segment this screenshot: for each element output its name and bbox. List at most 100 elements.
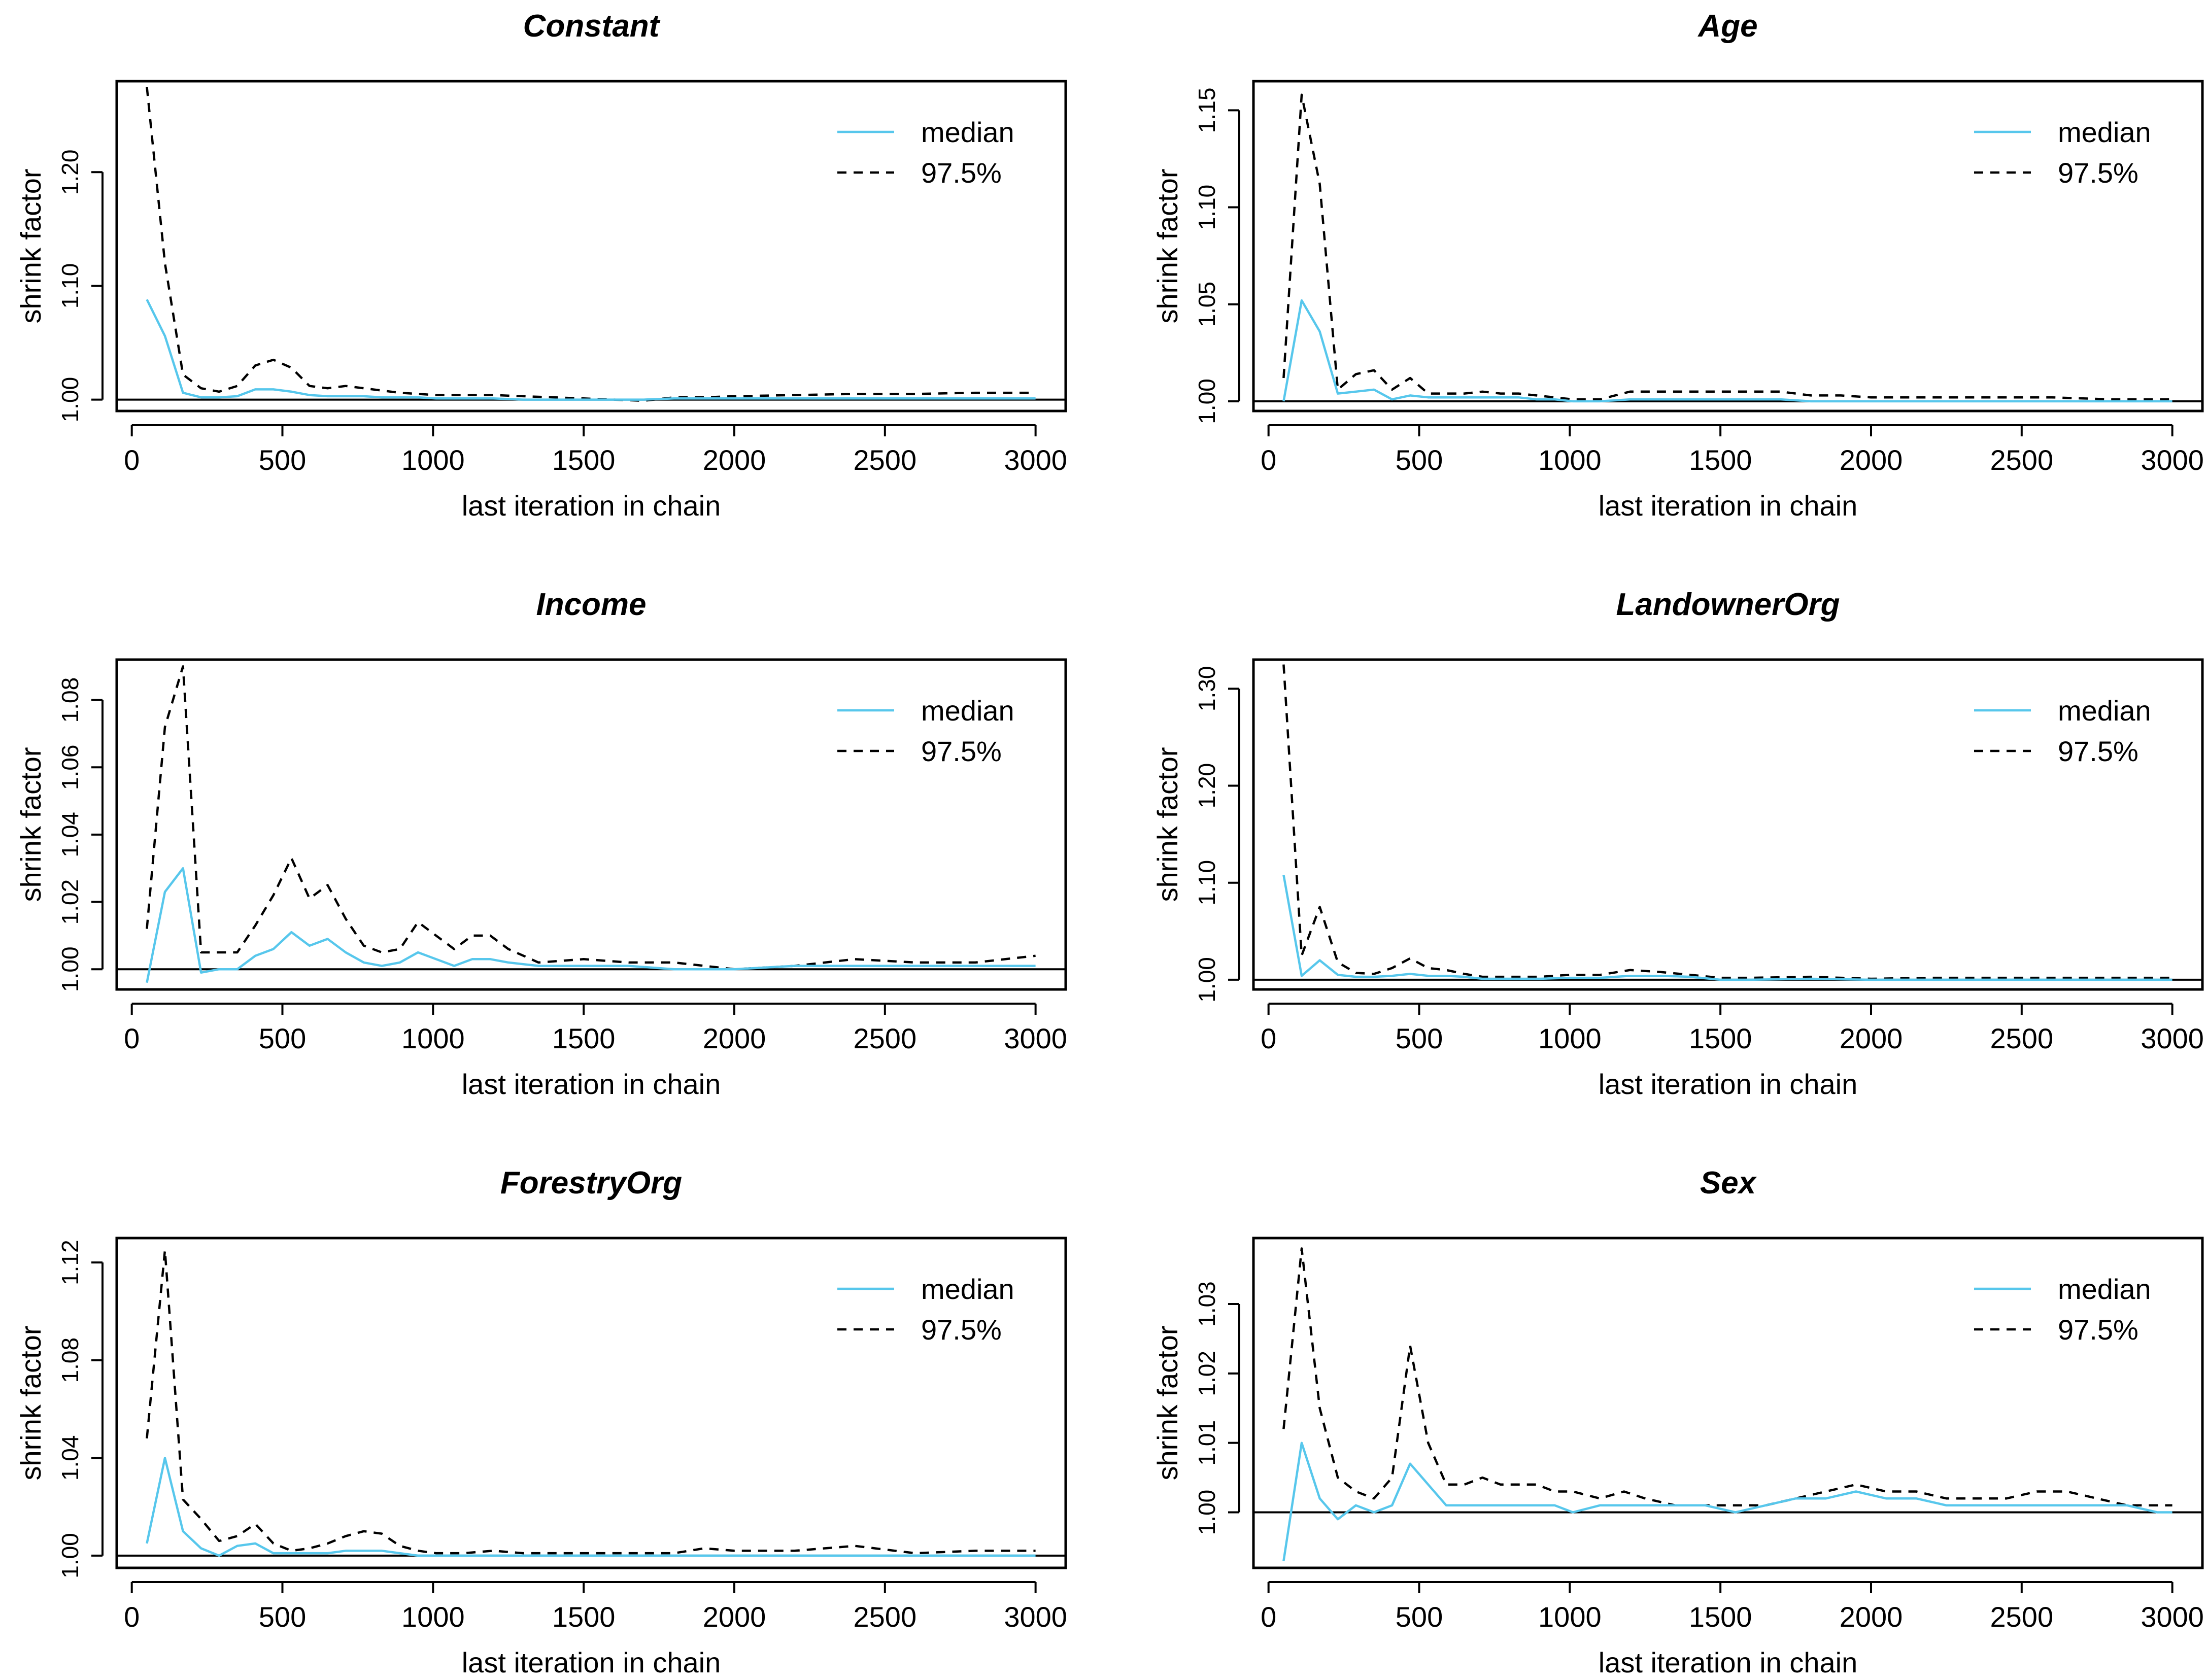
chart-panel-constant: Constant 0 500 1000 1500 2000 2500 3000 last ite… <box>15 9 1067 522</box>
y-tick-label: 1.30 <box>1194 666 1220 712</box>
y-axis-label: shrink factor <box>1151 1326 1183 1481</box>
x-tick-label: 0 <box>1261 444 1276 476</box>
x-tick-label: 2500 <box>854 1601 917 1633</box>
x-tick-label: 2000 <box>1840 444 1903 476</box>
y-axis-label: shrink factor <box>1151 747 1183 902</box>
plot-frame <box>1252 1237 2204 1569</box>
x-tick-label: 2000 <box>1840 1022 1903 1054</box>
x-tick-label: 3000 <box>2141 1022 2204 1054</box>
x-tick-label: 1000 <box>1538 444 1602 476</box>
legend-label-median: median <box>921 1273 1014 1305</box>
y-tick-label: 1.10 <box>57 263 83 309</box>
legend-label-q975: 97.5% <box>921 1314 1002 1346</box>
series-line-q975 <box>1282 93 2172 401</box>
legend-label-q975: 97.5% <box>921 157 1002 189</box>
x-tick-label: 2000 <box>703 1601 766 1633</box>
x-tick-label: 500 <box>1396 444 1443 476</box>
x-tick-label: 1500 <box>1689 444 1752 476</box>
y-tick-label: 1.03 <box>1194 1281 1220 1327</box>
chart-title: LandownerOrg <box>1616 587 1840 622</box>
series-line-q975 <box>1282 1247 2172 1507</box>
x-tick-label: 3000 <box>1004 1022 1067 1054</box>
chart-title: Constant <box>523 9 661 44</box>
series-line-median <box>1282 299 2172 403</box>
series-line-median <box>1282 1442 2172 1561</box>
x-tick-label: 500 <box>1396 1601 1443 1633</box>
x-tick-label: 1000 <box>1538 1601 1602 1633</box>
x-tick-label: 2500 <box>1990 1022 2054 1054</box>
series-line-median <box>146 1457 1036 1557</box>
series-line-q975 <box>1282 664 2172 980</box>
chart-panel-income: Income 0 500 1000 1500 2000 2500 3000 last itera… <box>15 587 1067 1100</box>
plot-frame <box>115 658 1067 991</box>
x-tick-label: 0 <box>124 1601 140 1633</box>
y-tick-label: 1.00 <box>57 377 83 423</box>
y-tick-label: 1.01 <box>1194 1420 1220 1466</box>
legend-label-q975: 97.5% <box>2058 735 2138 767</box>
x-tick-label: 0 <box>124 1022 140 1054</box>
legend: median 97.5% <box>1974 1273 2151 1346</box>
x-axis-label: last iteration in chain <box>462 1647 721 1678</box>
legend-label-median: median <box>2058 1273 2151 1305</box>
y-tick-label: 1.08 <box>57 677 83 723</box>
series-line-median <box>146 299 1036 401</box>
x-tick-label: 0 <box>1261 1022 1276 1054</box>
x-tick-label: 2500 <box>854 444 917 476</box>
x-tick-label: 1500 <box>1689 1022 1752 1054</box>
y-tick-label: 1.20 <box>57 150 83 195</box>
y-tick-label: 1.04 <box>57 1435 83 1481</box>
legend: median 97.5% <box>1974 116 2151 189</box>
x-tick-label: 1000 <box>1538 1022 1602 1054</box>
y-tick-label: 1.05 <box>1194 282 1220 327</box>
series-line-median <box>146 867 1036 983</box>
x-tick-label: 0 <box>124 444 140 476</box>
x-tick-label: 2000 <box>1840 1601 1903 1633</box>
x-tick-label: 1500 <box>552 444 616 476</box>
y-tick-label: 1.20 <box>1194 763 1220 809</box>
series-line-q975 <box>146 1249 1036 1555</box>
chart-panel-landownerorg: LandownerOrg 0 500 1000 1500 2000 2500 3000 last… <box>1151 587 2204 1100</box>
legend-label-q975: 97.5% <box>2058 1314 2138 1346</box>
y-tick-label: 1.00 <box>57 1533 83 1579</box>
legend-label-q975: 97.5% <box>2058 157 2138 189</box>
x-axis-label: last iteration in chain <box>1599 490 1858 522</box>
y-axis-label: shrink factor <box>15 747 47 902</box>
x-tick-label: 2500 <box>1990 444 2054 476</box>
legend-label-median: median <box>2058 116 2151 148</box>
x-tick-label: 3000 <box>2141 444 2204 476</box>
x-tick-label: 500 <box>1396 1022 1443 1054</box>
x-tick-label: 1000 <box>401 1022 465 1054</box>
y-tick-label: 1.00 <box>1194 379 1220 424</box>
y-tick-label: 1.02 <box>57 879 83 925</box>
chart-panel-forestryorg: ForestryOrg 0 500 1000 1500 2000 2500 3000 last … <box>15 1165 1067 1678</box>
x-tick-label: 1500 <box>552 1022 616 1054</box>
y-tick-label: 1.06 <box>57 744 83 790</box>
y-tick-label: 1.04 <box>57 812 83 858</box>
x-tick-label: 0 <box>1261 1601 1276 1633</box>
series-line-q975 <box>146 86 1036 402</box>
legend: median 97.5% <box>837 116 1014 189</box>
legend-label-median: median <box>921 695 1014 727</box>
x-axis-label: last iteration in chain <box>462 490 721 522</box>
legend-label-median: median <box>921 116 1014 148</box>
y-tick-label: 1.10 <box>1194 860 1220 906</box>
series-line-median <box>1282 875 2172 981</box>
legend: median 97.5% <box>837 1273 1014 1346</box>
y-axis-label: shrink factor <box>1151 169 1183 324</box>
legend-label-q975: 97.5% <box>921 735 1002 767</box>
x-tick-label: 3000 <box>1004 444 1067 476</box>
y-tick-label: 1.12 <box>57 1240 83 1285</box>
y-axis-label: shrink factor <box>15 1326 47 1481</box>
legend-label-median: median <box>2058 695 2151 727</box>
x-tick-label: 1000 <box>401 1601 465 1633</box>
chart-title: ForestryOrg <box>500 1165 682 1201</box>
y-tick-label: 1.00 <box>57 946 83 992</box>
y-tick-label: 1.15 <box>1194 88 1220 133</box>
x-tick-label: 2500 <box>854 1022 917 1054</box>
plot-frame <box>115 80 1067 413</box>
x-tick-label: 2000 <box>703 1022 766 1054</box>
y-tick-label: 1.00 <box>1194 1490 1220 1535</box>
x-tick-label: 3000 <box>2141 1601 2204 1633</box>
x-tick-label: 1000 <box>401 444 465 476</box>
